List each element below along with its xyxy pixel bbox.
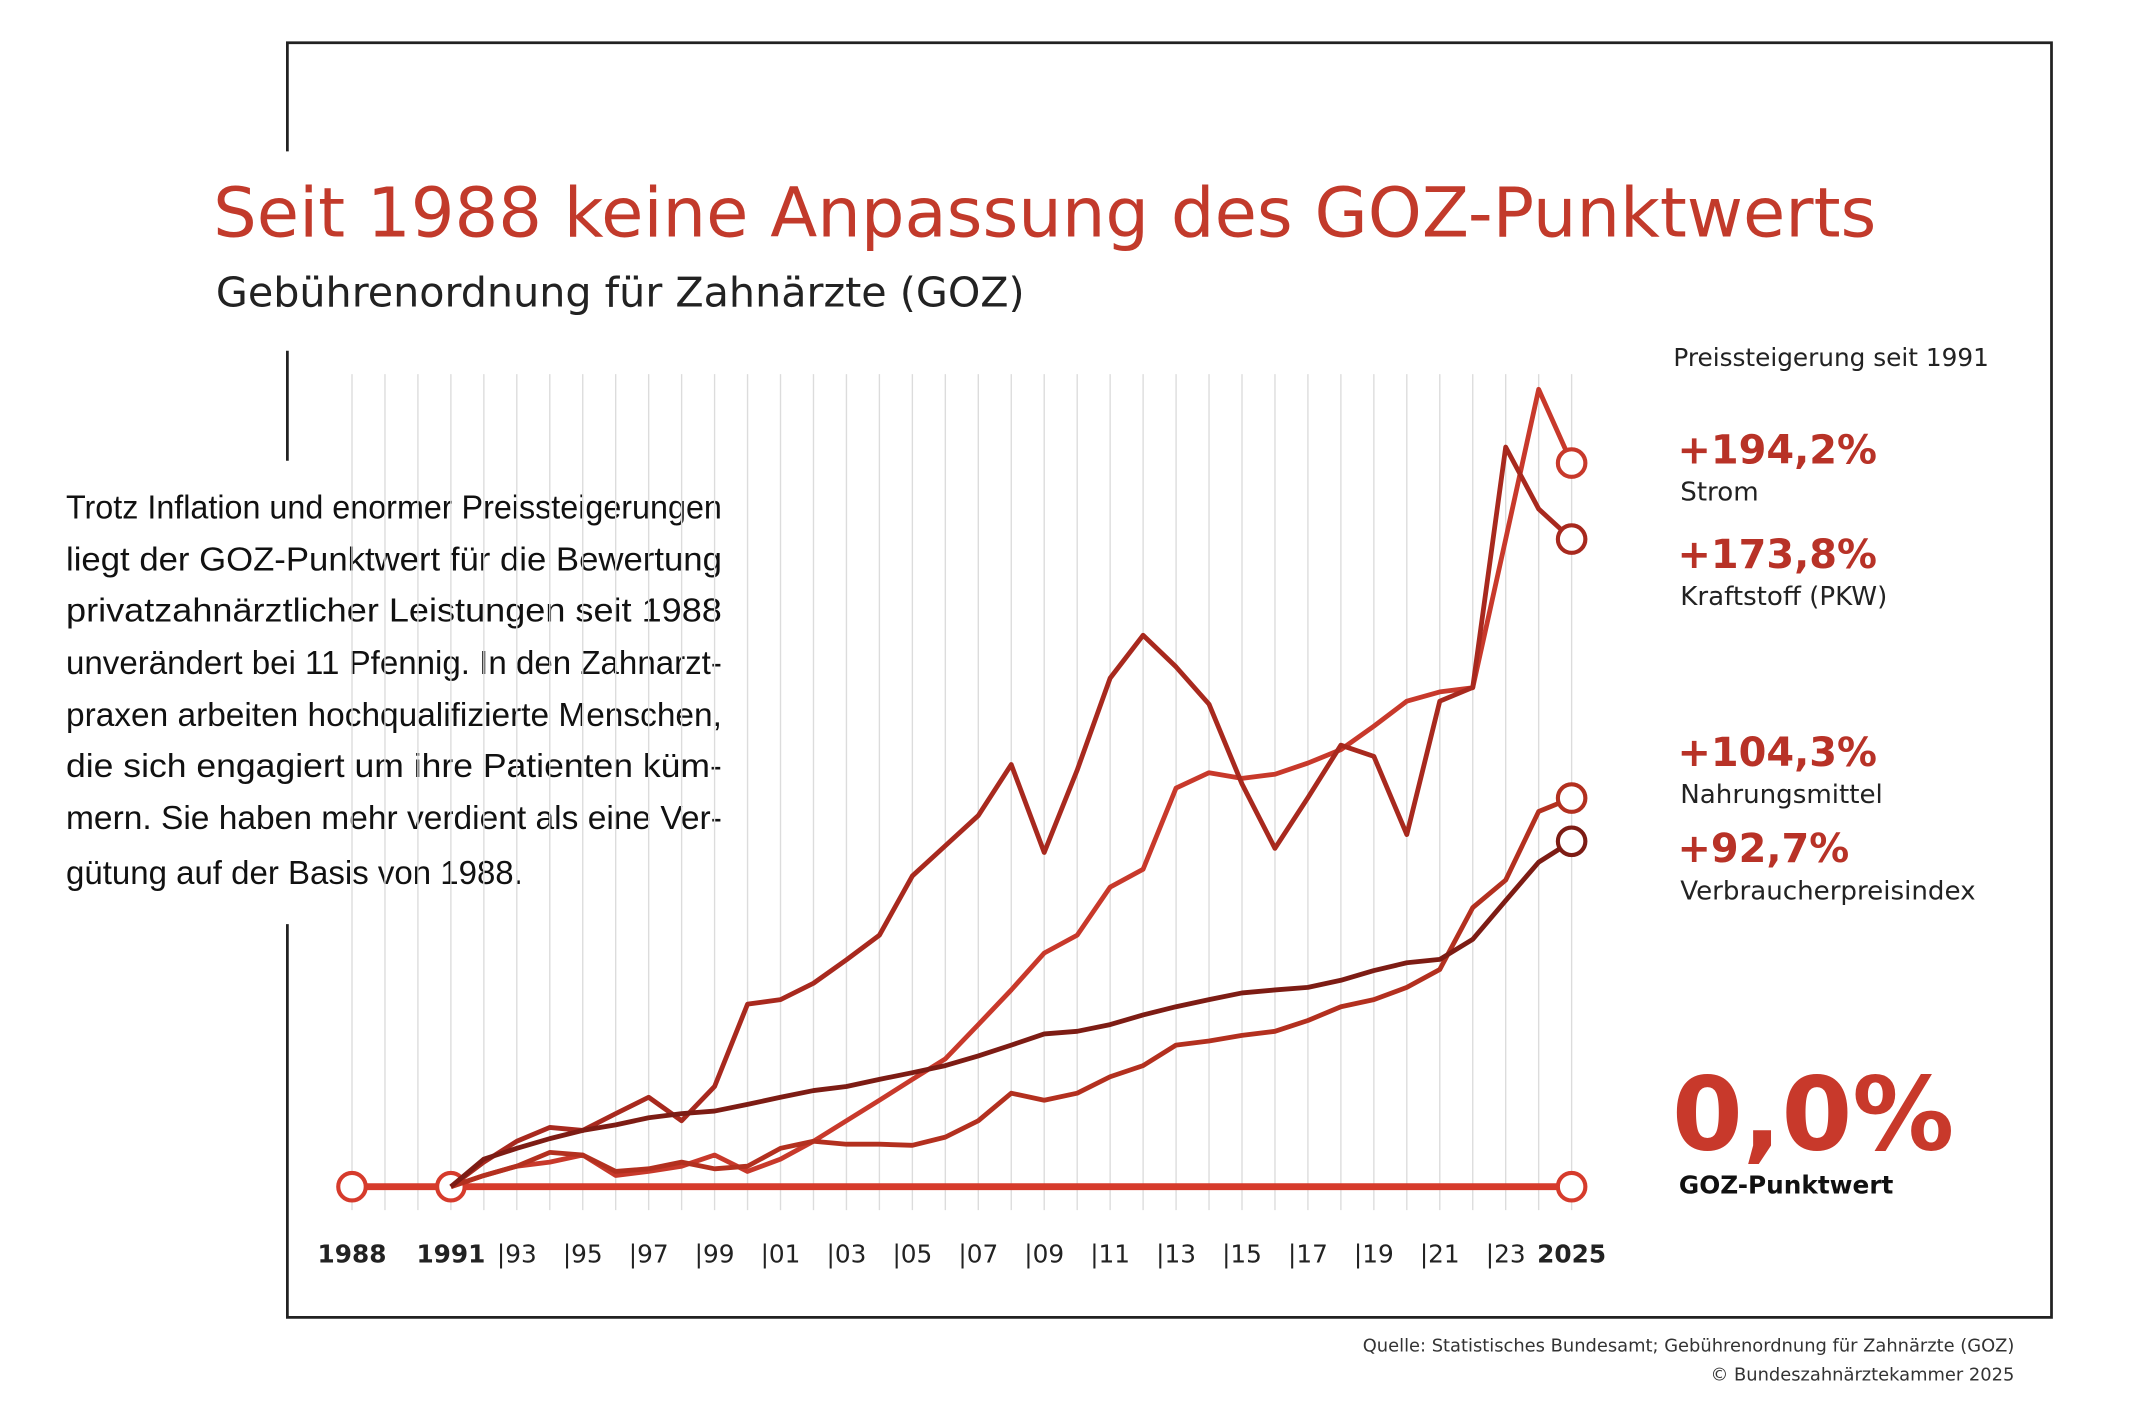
- x-tick-label: |21: [1420, 1239, 1460, 1268]
- chart-subtitle: Gebührenordnung für Zahnärzte (GOZ): [216, 269, 1025, 317]
- x-tick-label: |07: [958, 1239, 998, 1268]
- chart-title: Seit 1988 keine Anpassung des GOZ-Punktw…: [213, 174, 1876, 254]
- end-marker: [1555, 523, 1588, 555]
- body-text: privatzahnärztlicher Leistungen seit 198…: [66, 592, 722, 629]
- series-line: [450, 386, 1574, 1189]
- x-tick-label: |01: [761, 1239, 801, 1268]
- value-label: 0,0%: [1672, 1056, 1954, 1174]
- x-tick-label: |93: [497, 1239, 537, 1268]
- end-marker: [1555, 1170, 1588, 1203]
- series-line: [449, 839, 1573, 1189]
- legend-label: Verbraucherpreisindex: [1680, 876, 1975, 906]
- end-marker: [1555, 447, 1588, 479]
- frame-border: [286, 41, 2053, 1319]
- body-text: liegt der GOZ-Punktwert für die Bewertun…: [66, 541, 722, 578]
- x-tick-label: |95: [563, 1239, 603, 1268]
- end-marker: [336, 1170, 368, 1203]
- value-label: +104,3%: [1678, 730, 1877, 776]
- x-tick-label: |13: [1156, 1239, 1196, 1268]
- value-label: +194,2%: [1678, 427, 1877, 473]
- body-text: Trotz Inflation und enormer Preissteiger…: [66, 488, 722, 525]
- x-tick-label: |03: [827, 1239, 867, 1268]
- x-tick-label: 2025: [1537, 1239, 1606, 1268]
- x-tick-label: |15: [1222, 1239, 1262, 1268]
- frame: [286, 41, 2053, 1319]
- series-line: [449, 444, 1574, 1189]
- source: © Bundeszahnärztekammer 2025: [1710, 1365, 2014, 1386]
- series-line: [450, 795, 1573, 1189]
- body-text: die sich engagiert um ihre Patienten küm…: [66, 747, 722, 784]
- x-tick-label: 1988: [318, 1239, 387, 1268]
- x-tick-label: |11: [1090, 1239, 1130, 1268]
- x-tick-label: |17: [1288, 1239, 1328, 1268]
- x-tick-label: |19: [1354, 1239, 1394, 1268]
- x-tick-label: 1991: [416, 1239, 485, 1268]
- legend-label: Strom: [1680, 478, 1758, 508]
- body-text: gütung auf der Basis von 1988.: [66, 854, 523, 891]
- value-label: +92,7%: [1678, 826, 1850, 872]
- x-tick-label: |23: [1486, 1239, 1526, 1268]
- annotation: Preissteigerung seit 1991: [1673, 343, 1988, 372]
- legend-label: Nahrungsmittel: [1680, 780, 1883, 810]
- source: Quelle: Statistisches Bundesamt; Gebühre…: [1363, 1336, 2015, 1357]
- value-label: +173,8%: [1678, 532, 1877, 578]
- end-marker: [1555, 825, 1588, 858]
- body-text: mern. Sie haben mehr verdient als eine V…: [66, 799, 722, 836]
- x-tick-label: |99: [695, 1239, 735, 1268]
- legend-label: GOZ-Punktwert: [1679, 1171, 1894, 1200]
- x-tick-label: |09: [1024, 1239, 1064, 1268]
- x-tick-label: |97: [629, 1239, 669, 1268]
- legend-label: Kraftstoff (PKW): [1680, 582, 1887, 612]
- body-text: praxen arbeiten hochqualifizierte Mensch…: [66, 696, 722, 733]
- x-tick-label: |05: [892, 1239, 932, 1268]
- end-marker: [1555, 782, 1588, 814]
- body-text: unverändert bei 11 Pfennig. In den Zahna…: [66, 644, 722, 681]
